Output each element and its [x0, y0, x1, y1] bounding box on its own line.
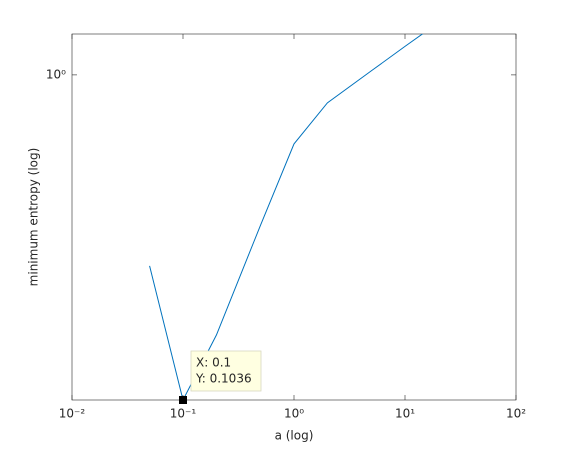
y-axis-label: minimum entropy (log)	[27, 148, 41, 287]
datatip-box	[190, 350, 262, 392]
x-tick-label: 10⁰	[284, 407, 304, 421]
x-tick-label: 10⁻¹	[170, 407, 197, 421]
y-tick-label: 10⁰	[46, 67, 66, 81]
datatip-x: X: 0.1	[196, 356, 231, 370]
x-tick-label: 10⁻²	[59, 407, 86, 421]
axes-box	[71, 33, 517, 401]
x-tick-label: 10¹	[395, 407, 415, 421]
x-axis-label: a (log)	[275, 429, 314, 443]
datatip-y: Y: 0.1036	[195, 372, 252, 386]
datatip-marker	[179, 396, 187, 404]
x-tick-label: 10²	[506, 407, 526, 421]
